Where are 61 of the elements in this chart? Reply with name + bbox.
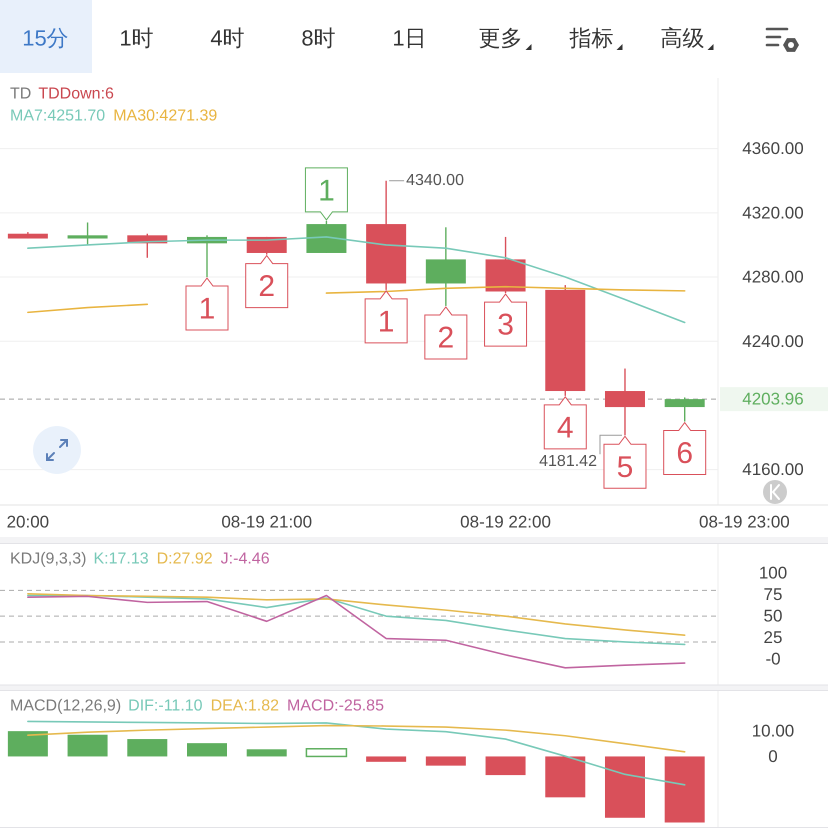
text: 1时	[119, 26, 154, 50]
y-tick-label: 100	[758, 564, 788, 583]
y-tick-label: 25	[764, 628, 782, 648]
line-series	[27, 720, 686, 786]
x-tick-label: 20:00	[6, 512, 50, 532]
annotation: 4	[556, 411, 574, 444]
bar	[8, 731, 48, 756]
text: TDDown:6	[38, 86, 114, 102]
text: 4340.00	[406, 172, 464, 190]
text: 1日	[392, 26, 427, 50]
bar	[545, 756, 586, 798]
text: TD	[10, 86, 32, 102]
y-tick-label: 50	[764, 606, 782, 626]
text: 4181.42	[539, 452, 597, 470]
x-tick-label: 08-19 23:00	[699, 512, 790, 532]
x-tick-label: 08-19 21:00	[221, 512, 312, 532]
text: 15分	[22, 26, 69, 50]
legend: K:17.13 D:27.92 J:-4.46	[93, 550, 270, 568]
y-tick-label: -0	[765, 650, 781, 669]
bar	[186, 743, 228, 756]
bar	[127, 739, 168, 756]
legend: DIF:-11.10 DEA:1.82	[128, 698, 280, 714]
legend: MA7:4251.70 MA30:4271.39	[10, 108, 218, 124]
annotation: 1	[378, 305, 394, 338]
text: KDJ(9,3,3)	[10, 550, 86, 568]
y-tick-label: 4360.00	[742, 139, 804, 158]
y-tick-label: 4240.00	[742, 332, 804, 351]
text: 8时	[301, 26, 336, 50]
x-tick-label: 08-19 22:00	[460, 512, 551, 532]
y-tick-label: 75	[764, 585, 782, 604]
bar	[604, 756, 645, 818]
ref-line-label: 4203.96	[742, 390, 804, 409]
chart-title: MACD(12,26,9)	[10, 698, 122, 714]
annotation: MACD:-25.85	[287, 698, 384, 714]
bar	[664, 756, 705, 823]
annotation: 3	[497, 308, 514, 342]
text: 4时	[210, 26, 245, 50]
bar	[306, 748, 348, 758]
y-tick-label: 0	[768, 746, 778, 766]
y-tick-label: 4160.00	[742, 460, 804, 480]
y-tick-label: 4280.00	[742, 268, 804, 287]
annotation: 1	[318, 174, 335, 208]
text: 更多	[478, 26, 522, 50]
bar	[426, 756, 466, 766]
annotation: 1	[198, 292, 216, 326]
text: 指标	[568, 26, 614, 50]
y-tick-label: 10.00	[752, 721, 794, 740]
line-series	[27, 592, 686, 636]
line-series	[27, 594, 686, 669]
annotation: 5	[616, 450, 634, 484]
bar	[486, 756, 526, 776]
line-series	[27, 724, 686, 753]
text: 高级	[660, 26, 704, 50]
line-series	[27, 594, 686, 646]
bar	[366, 756, 406, 762]
annotation: 2	[258, 270, 276, 304]
annotation: 6	[676, 437, 694, 470]
y-tick-label: 4320.00	[742, 203, 804, 222]
bar	[68, 734, 108, 756]
annotation: 2	[438, 321, 454, 354]
bar	[246, 749, 287, 756]
